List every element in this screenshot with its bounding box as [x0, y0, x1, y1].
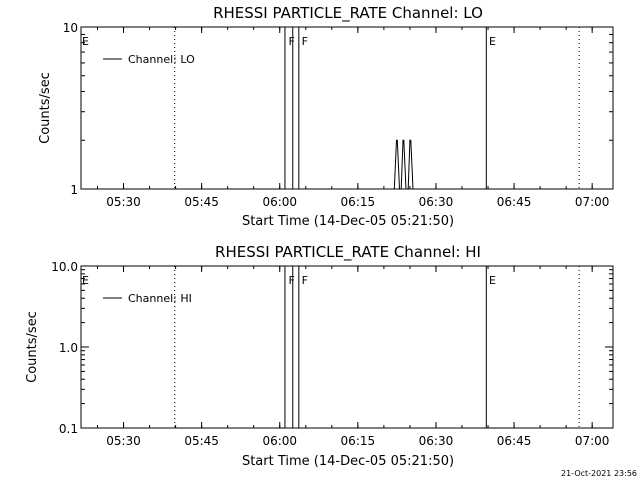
panel-hi-xtick-label-4: 06:30 — [419, 434, 454, 448]
panel-hi-xtick-label-0: 05:30 — [106, 434, 141, 448]
panel-lo-frame — [80, 26, 614, 190]
panel-lo-marks: E F F E 05:30 05:45 06:00 06:15 06:30 06:45 07:00 1… — [63, 21, 614, 209]
panel-hi-xtick-label-5: 06:45 — [497, 434, 532, 448]
panel-hi-ytick-label-0: 0.1 — [59, 422, 78, 436]
panel-hi-flag-3: E — [489, 274, 496, 287]
panel-lo-xtick-label-4: 06:30 — [419, 195, 454, 209]
panel-lo-xtick-label-5: 06:45 — [497, 195, 532, 209]
panel-lo-title: RHESSI PARTICLE_RATE Channel: LO — [213, 4, 483, 23]
panel-hi-title: RHESSI PARTICLE_RATE Channel: HI — [215, 243, 481, 262]
panel-hi-xtick-label-6: 07:00 — [575, 434, 610, 448]
panel-hi-xtick-label-1: 05:45 — [184, 434, 219, 448]
panel-lo-flag-2: F — [302, 35, 308, 48]
generation-timestamp: 21-Oct-2021 23:56 — [561, 469, 637, 478]
panel-lo-ytick-label-0: 1 — [70, 183, 78, 197]
panel-hi-flag-2: F — [302, 274, 308, 287]
panel-hi: RHESSI PARTICLE_RATE Channel: HI Start T… — [25, 243, 614, 469]
panel-lo-xtick-label-3: 06:15 — [341, 195, 376, 209]
panel-hi-flag-1: F — [289, 274, 295, 287]
panel-lo-xlabel: Start Time (14-Dec-05 05:21:50) — [242, 214, 454, 229]
panel-hi-legend-label: Channel: HI — [128, 292, 192, 305]
panel-hi-ylabel: Counts/sec — [25, 311, 40, 383]
panel-lo-flag-3: E — [489, 35, 496, 48]
panel-lo-flag-0: E — [82, 35, 89, 48]
panel-hi-ytick-label-2: 10.0 — [51, 260, 78, 274]
panel-lo-ytick-label-1: 10 — [63, 21, 78, 35]
panel-lo-xtick-label-2: 06:00 — [262, 195, 297, 209]
panel-hi-marks: E F F E 05:30 05:45 06:00 06:15 06:30 06:45 07:00 0… — [51, 260, 614, 448]
panel-lo-ylabel: Counts/sec — [38, 72, 53, 144]
panel-hi-xlabel: Start Time (14-Dec-05 05:21:50) — [242, 454, 454, 469]
panel-hi-ytick-label-1: 1.0 — [59, 341, 78, 355]
panel-lo-xtick-label-6: 07:00 — [575, 195, 610, 209]
panel-lo: RHESSI PARTICLE_RATE Channel: LO Start T… — [38, 4, 614, 229]
panel-lo-flag-1: F — [289, 35, 295, 48]
panel-hi-xtick-label-3: 06:15 — [341, 434, 376, 448]
panel-lo-legend-label: Channel: LO — [128, 53, 195, 66]
panel-lo-xtick-label-1: 05:45 — [184, 195, 219, 209]
panel-hi-flag-0: E — [82, 274, 89, 287]
panel-hi-xtick-label-2: 06:00 — [262, 434, 297, 448]
panel-lo-series-line-0 — [393, 139, 414, 190]
panel-lo-xtick-label-0: 05:30 — [106, 195, 141, 209]
